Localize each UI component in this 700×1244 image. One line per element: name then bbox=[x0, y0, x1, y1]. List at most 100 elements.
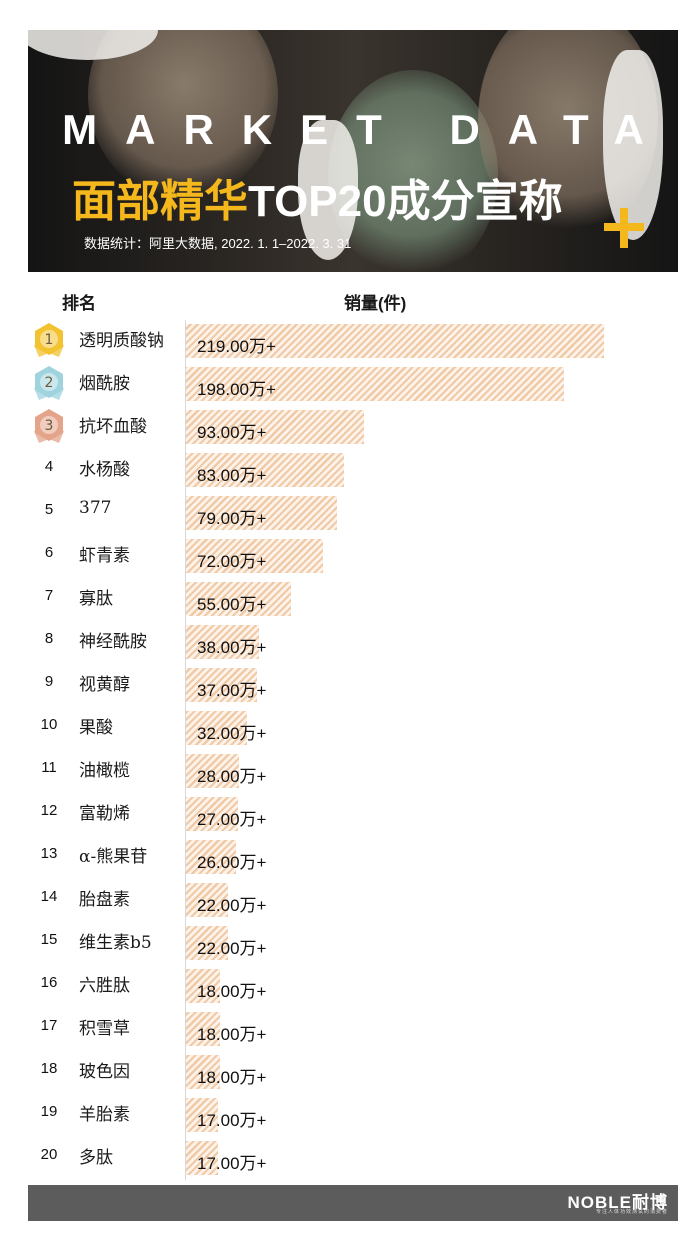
ingredient-name: 神经酰胺 bbox=[79, 632, 147, 652]
header-banner: MARKET DATA 面部精华TOP20成分宣称 数据统计：阿里大数据, 20… bbox=[28, 30, 678, 272]
brand-tagline: 专注人体功效测试的消费者 bbox=[595, 1209, 668, 1215]
sales-value-label: 79.00万+ bbox=[197, 509, 267, 528]
rank-number: 12 bbox=[40, 802, 58, 819]
sales-bar bbox=[186, 496, 337, 530]
sales-bar bbox=[186, 367, 564, 401]
ingredient-name: 胎盘素 bbox=[79, 890, 130, 910]
chart-row: 7 寡肽 55.00万+ bbox=[0, 578, 700, 621]
rank-number: 5 bbox=[44, 501, 54, 518]
sales-bar bbox=[186, 797, 238, 831]
chart-row: 19 羊胎素 17.00万+ bbox=[0, 1094, 700, 1137]
ingredient-name: 富勒烯 bbox=[79, 804, 130, 824]
sales-value-label: 18.00万+ bbox=[197, 982, 267, 1001]
ingredient-name: 烟酰胺 bbox=[79, 374, 130, 394]
plus-icon bbox=[604, 208, 644, 248]
chart-row: 11 油橄榄 28.00万+ bbox=[0, 750, 700, 793]
banner-title: MARKET DATA bbox=[62, 106, 672, 153]
rank-number: 8 bbox=[44, 630, 54, 647]
sales-value-label: 26.00万+ bbox=[197, 853, 267, 872]
sales-bar bbox=[186, 754, 239, 788]
sales-value-label: 22.00万+ bbox=[197, 896, 267, 915]
ingredient-name: 多肽 bbox=[79, 1148, 113, 1168]
ingredient-name: 抗坏血酸 bbox=[79, 417, 147, 437]
subtitle-highlight: 面部精华 bbox=[72, 177, 248, 226]
rank-number: 14 bbox=[40, 888, 58, 905]
sales-value-label: 17.00万+ bbox=[197, 1111, 267, 1130]
sales-bar bbox=[186, 410, 364, 444]
chart-row: 14 胎盘素 22.00万+ bbox=[0, 879, 700, 922]
chart-row: 16 六胜肽 18.00万+ bbox=[0, 965, 700, 1008]
sales-bar bbox=[186, 711, 247, 745]
ingredient-name: 积雪草 bbox=[79, 1019, 130, 1039]
rank-number: 7 bbox=[44, 587, 54, 604]
left-face-photo bbox=[88, 30, 278, 200]
ingredient-name: 水杨酸 bbox=[79, 460, 130, 480]
center-towel bbox=[298, 120, 358, 260]
sales-bar bbox=[186, 1098, 218, 1132]
sales-value-label: 55.00万+ bbox=[197, 595, 267, 614]
sales-bar bbox=[186, 969, 220, 1003]
chart-row: 1 透明质酸钠 219.00万+ bbox=[0, 320, 700, 363]
banner-subtitle: 面部精华TOP20成分宣称 bbox=[72, 175, 563, 229]
subtitle-rest: TOP20成分宣称 bbox=[248, 177, 563, 226]
chart-row: 3 抗坏血酸 93.00万+ bbox=[0, 406, 700, 449]
medal-rank-label: 2 bbox=[45, 375, 54, 391]
ingredient-name: 维生素b5 bbox=[79, 933, 152, 953]
sales-value-label: 17.00万+ bbox=[197, 1154, 267, 1173]
sales-bar bbox=[186, 453, 344, 487]
ingredient-name: 果酸 bbox=[79, 718, 113, 738]
rank-number: 19 bbox=[40, 1103, 58, 1120]
chart-row: 12 富勒烯 27.00万+ bbox=[0, 793, 700, 836]
footer-bar: NOBLE耐博 专注人体功效测试的消费者 bbox=[28, 1185, 678, 1221]
rank-number: 17 bbox=[40, 1017, 58, 1034]
sales-value-label: 27.00万+ bbox=[197, 810, 267, 829]
chart-row: 5 377 79.00万+ bbox=[0, 492, 700, 535]
rank-number: 20 bbox=[40, 1146, 58, 1163]
rank-number: 13 bbox=[40, 845, 58, 862]
chart-row: 15 维生素b5 22.00万+ bbox=[0, 922, 700, 965]
silver-medal-icon: 2 bbox=[31, 364, 67, 402]
sales-value-label: 32.00万+ bbox=[197, 724, 267, 743]
rank-number: 16 bbox=[40, 974, 58, 991]
sales-value-label: 18.00万+ bbox=[197, 1068, 267, 1087]
data-source: 数据统计：阿里大数据, 2022. 1. 1–2022. 3. 31 bbox=[84, 236, 352, 251]
sales-bar bbox=[186, 840, 236, 874]
sales-value-label: 22.00万+ bbox=[197, 939, 267, 958]
sales-bar bbox=[186, 539, 323, 573]
sales-value-label: 37.00万+ bbox=[197, 681, 267, 700]
chart-row: 10 果酸 32.00万+ bbox=[0, 707, 700, 750]
sales-value-label: 38.00万+ bbox=[197, 638, 267, 657]
ingredient-name: α-熊果苷 bbox=[79, 847, 148, 867]
medal-rank-label: 1 bbox=[45, 332, 54, 348]
chart-row: 9 视黄醇 37.00万+ bbox=[0, 664, 700, 707]
ingredient-name: 视黄醇 bbox=[79, 675, 130, 695]
sales-bar bbox=[186, 1141, 218, 1175]
ingredient-name: 寡肽 bbox=[79, 589, 113, 609]
sales-bar bbox=[186, 668, 257, 702]
sales-bar bbox=[186, 324, 604, 358]
ingredient-name: 六胜肽 bbox=[79, 976, 130, 996]
medal-rank-label: 3 bbox=[45, 418, 54, 434]
rank-number: 4 bbox=[44, 458, 54, 475]
sales-value-label: 18.00万+ bbox=[197, 1025, 267, 1044]
sales-value-label: 72.00万+ bbox=[197, 552, 267, 571]
chart-axis-line bbox=[185, 320, 186, 1180]
sales-value-label: 93.00万+ bbox=[197, 423, 267, 442]
sales-bar bbox=[186, 582, 291, 616]
ingredient-name: 油橄榄 bbox=[79, 761, 130, 781]
sales-bar bbox=[186, 1055, 220, 1089]
gold-medal-icon: 1 bbox=[31, 321, 67, 359]
chart-row: 17 积雪草 18.00万+ bbox=[0, 1008, 700, 1051]
brand-logo: NOBLE耐博 bbox=[567, 1193, 668, 1212]
chart-row: 20 多肽 17.00万+ bbox=[0, 1137, 700, 1180]
rank-number: 18 bbox=[40, 1060, 58, 1077]
bronze-medal-icon: 3 bbox=[31, 407, 67, 445]
chart-row: 6 虾青素 72.00万+ bbox=[0, 535, 700, 578]
rank-number: 10 bbox=[40, 716, 58, 733]
chart-row: 2 烟酰胺 198.00万+ bbox=[0, 363, 700, 406]
ingredient-name: 377 bbox=[79, 498, 112, 518]
ingredient-name: 透明质酸钠 bbox=[79, 331, 164, 351]
sales-bar bbox=[186, 883, 228, 917]
sales-value-label: 219.00万+ bbox=[197, 337, 276, 356]
chart-row: 18 玻色因 18.00万+ bbox=[0, 1051, 700, 1094]
